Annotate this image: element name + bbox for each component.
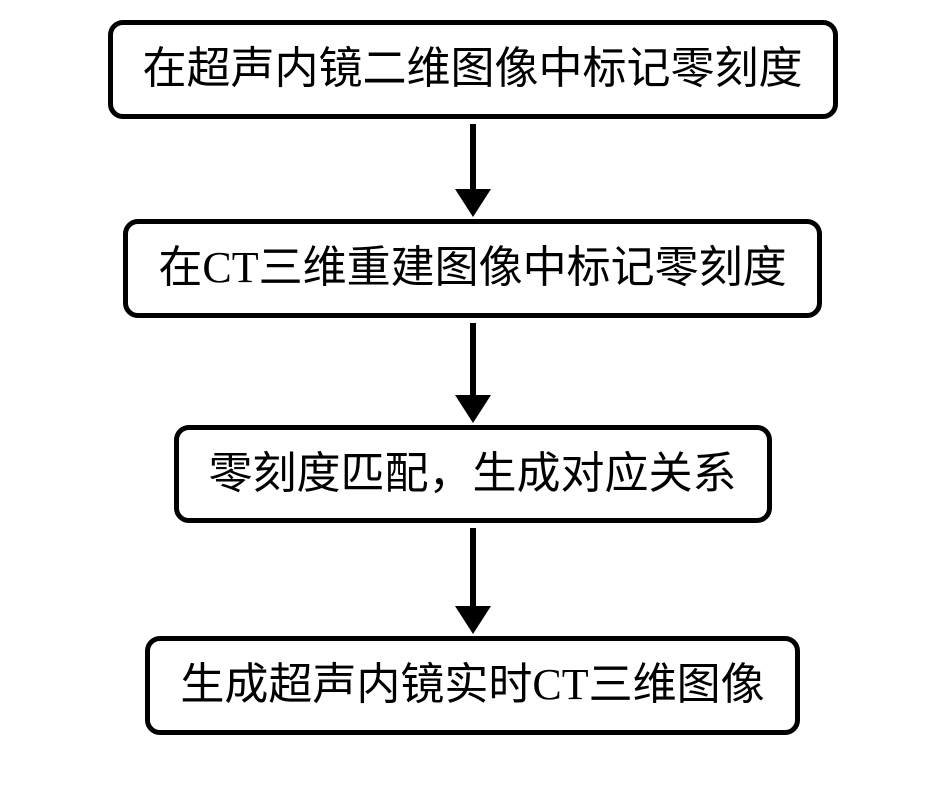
arrow-head-icon <box>455 606 491 634</box>
arrow-head-icon <box>455 395 491 423</box>
flowchart-container: 在超声内镜二维图像中标记零刻度 在CT三维重建图像中标记零刻度 零刻度匹配，生成… <box>0 0 945 735</box>
arrow-head-icon <box>455 189 491 217</box>
node-label: 在CT三维重建图像中标记零刻度 <box>158 243 786 292</box>
node-label: 零刻度匹配，生成对应关系 <box>209 449 737 498</box>
arrow-line <box>470 528 476 606</box>
arrow-line <box>470 323 476 395</box>
node-label: 在超声内镜二维图像中标记零刻度 <box>143 44 803 93</box>
flowchart-node-3: 零刻度匹配，生成对应关系 <box>174 425 772 524</box>
flowchart-node-1: 在超声内镜二维图像中标记零刻度 <box>108 20 838 119</box>
flowchart-arrow-3 <box>455 528 491 634</box>
flowchart-node-2: 在CT三维重建图像中标记零刻度 <box>123 219 821 318</box>
node-label: 生成超声内镜实时CT三维图像 <box>180 660 764 709</box>
arrow-line <box>470 124 476 189</box>
flowchart-node-4: 生成超声内镜实时CT三维图像 <box>145 636 799 735</box>
flowchart-arrow-2 <box>455 323 491 423</box>
flowchart-arrow-1 <box>455 124 491 217</box>
